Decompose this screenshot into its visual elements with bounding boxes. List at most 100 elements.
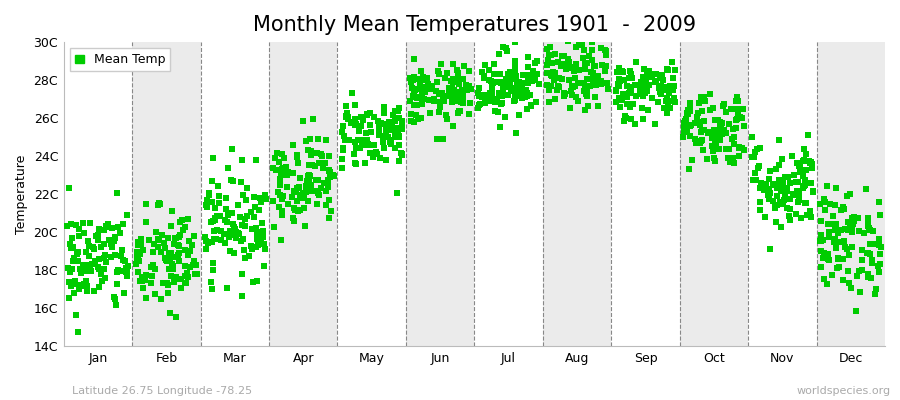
Point [714,125,728,132]
Point [355,141,369,148]
Point [96,255,111,261]
Point [794,214,808,221]
Point [442,86,456,92]
Point [97,252,112,258]
Point [485,94,500,100]
Point [105,225,120,232]
Point [359,111,374,118]
Point [257,246,272,252]
Point [803,160,817,166]
Point [678,118,692,124]
Point [750,146,764,153]
Point [68,290,82,296]
Point [594,78,608,84]
Point [542,86,556,93]
Point [119,269,133,276]
Point [144,263,158,270]
Point [474,94,489,100]
Point [717,126,732,133]
Point [654,72,669,78]
Point [656,76,670,83]
Point [323,174,338,180]
Point [729,125,743,132]
Point [698,118,712,124]
Point [79,281,94,288]
Point [306,116,320,122]
Point [436,136,450,143]
Point [335,156,349,162]
Point [174,276,188,282]
Point [172,243,186,250]
Point [598,48,613,54]
Point [208,215,222,222]
Point [68,278,82,285]
Point [861,274,876,280]
Point [635,78,650,85]
Point [719,109,733,116]
Point [612,94,626,101]
Point [822,233,836,240]
Point [225,210,239,216]
Point [504,76,518,82]
Point [500,72,515,78]
Point [872,199,886,206]
Point [178,280,193,286]
Point [181,274,195,280]
Point [727,160,742,167]
Point [80,288,94,294]
Point [623,67,637,74]
Point [177,224,192,230]
Point [842,223,857,230]
Point [87,288,102,295]
Point [509,87,524,93]
Point [639,73,653,80]
Point [80,262,94,268]
Point [326,172,340,178]
Point [666,75,680,81]
Point [169,314,184,321]
Point [227,250,241,256]
Point [822,229,836,235]
Point [694,94,708,100]
Point [235,156,249,163]
Point [210,227,224,233]
Point [107,296,122,302]
Point [540,82,554,88]
Point [405,77,419,83]
Point [805,161,819,168]
Point [760,192,775,198]
Point [120,212,134,219]
Point [152,237,166,243]
Point [815,254,830,261]
Point [68,221,83,228]
Point [76,220,90,227]
Point [338,113,353,119]
Point [366,153,381,160]
Point [372,132,386,138]
Point [443,88,457,94]
Point [666,95,680,101]
Point [634,91,648,98]
Point [322,215,337,221]
Point [734,145,749,152]
Point [286,142,301,148]
Point [580,88,594,95]
Point [367,114,382,120]
Point [572,38,586,44]
Point [776,201,790,208]
Point [623,104,637,110]
Point [711,116,725,123]
Point [590,73,605,79]
Point [683,108,698,114]
Point [441,91,455,97]
Point [801,158,815,164]
Point [832,239,846,245]
Point [376,121,391,127]
Point [309,177,323,183]
Point [548,69,562,76]
Point [745,153,760,160]
Point [249,236,264,243]
Point [327,173,341,180]
Point [221,165,236,172]
Point [568,94,582,100]
